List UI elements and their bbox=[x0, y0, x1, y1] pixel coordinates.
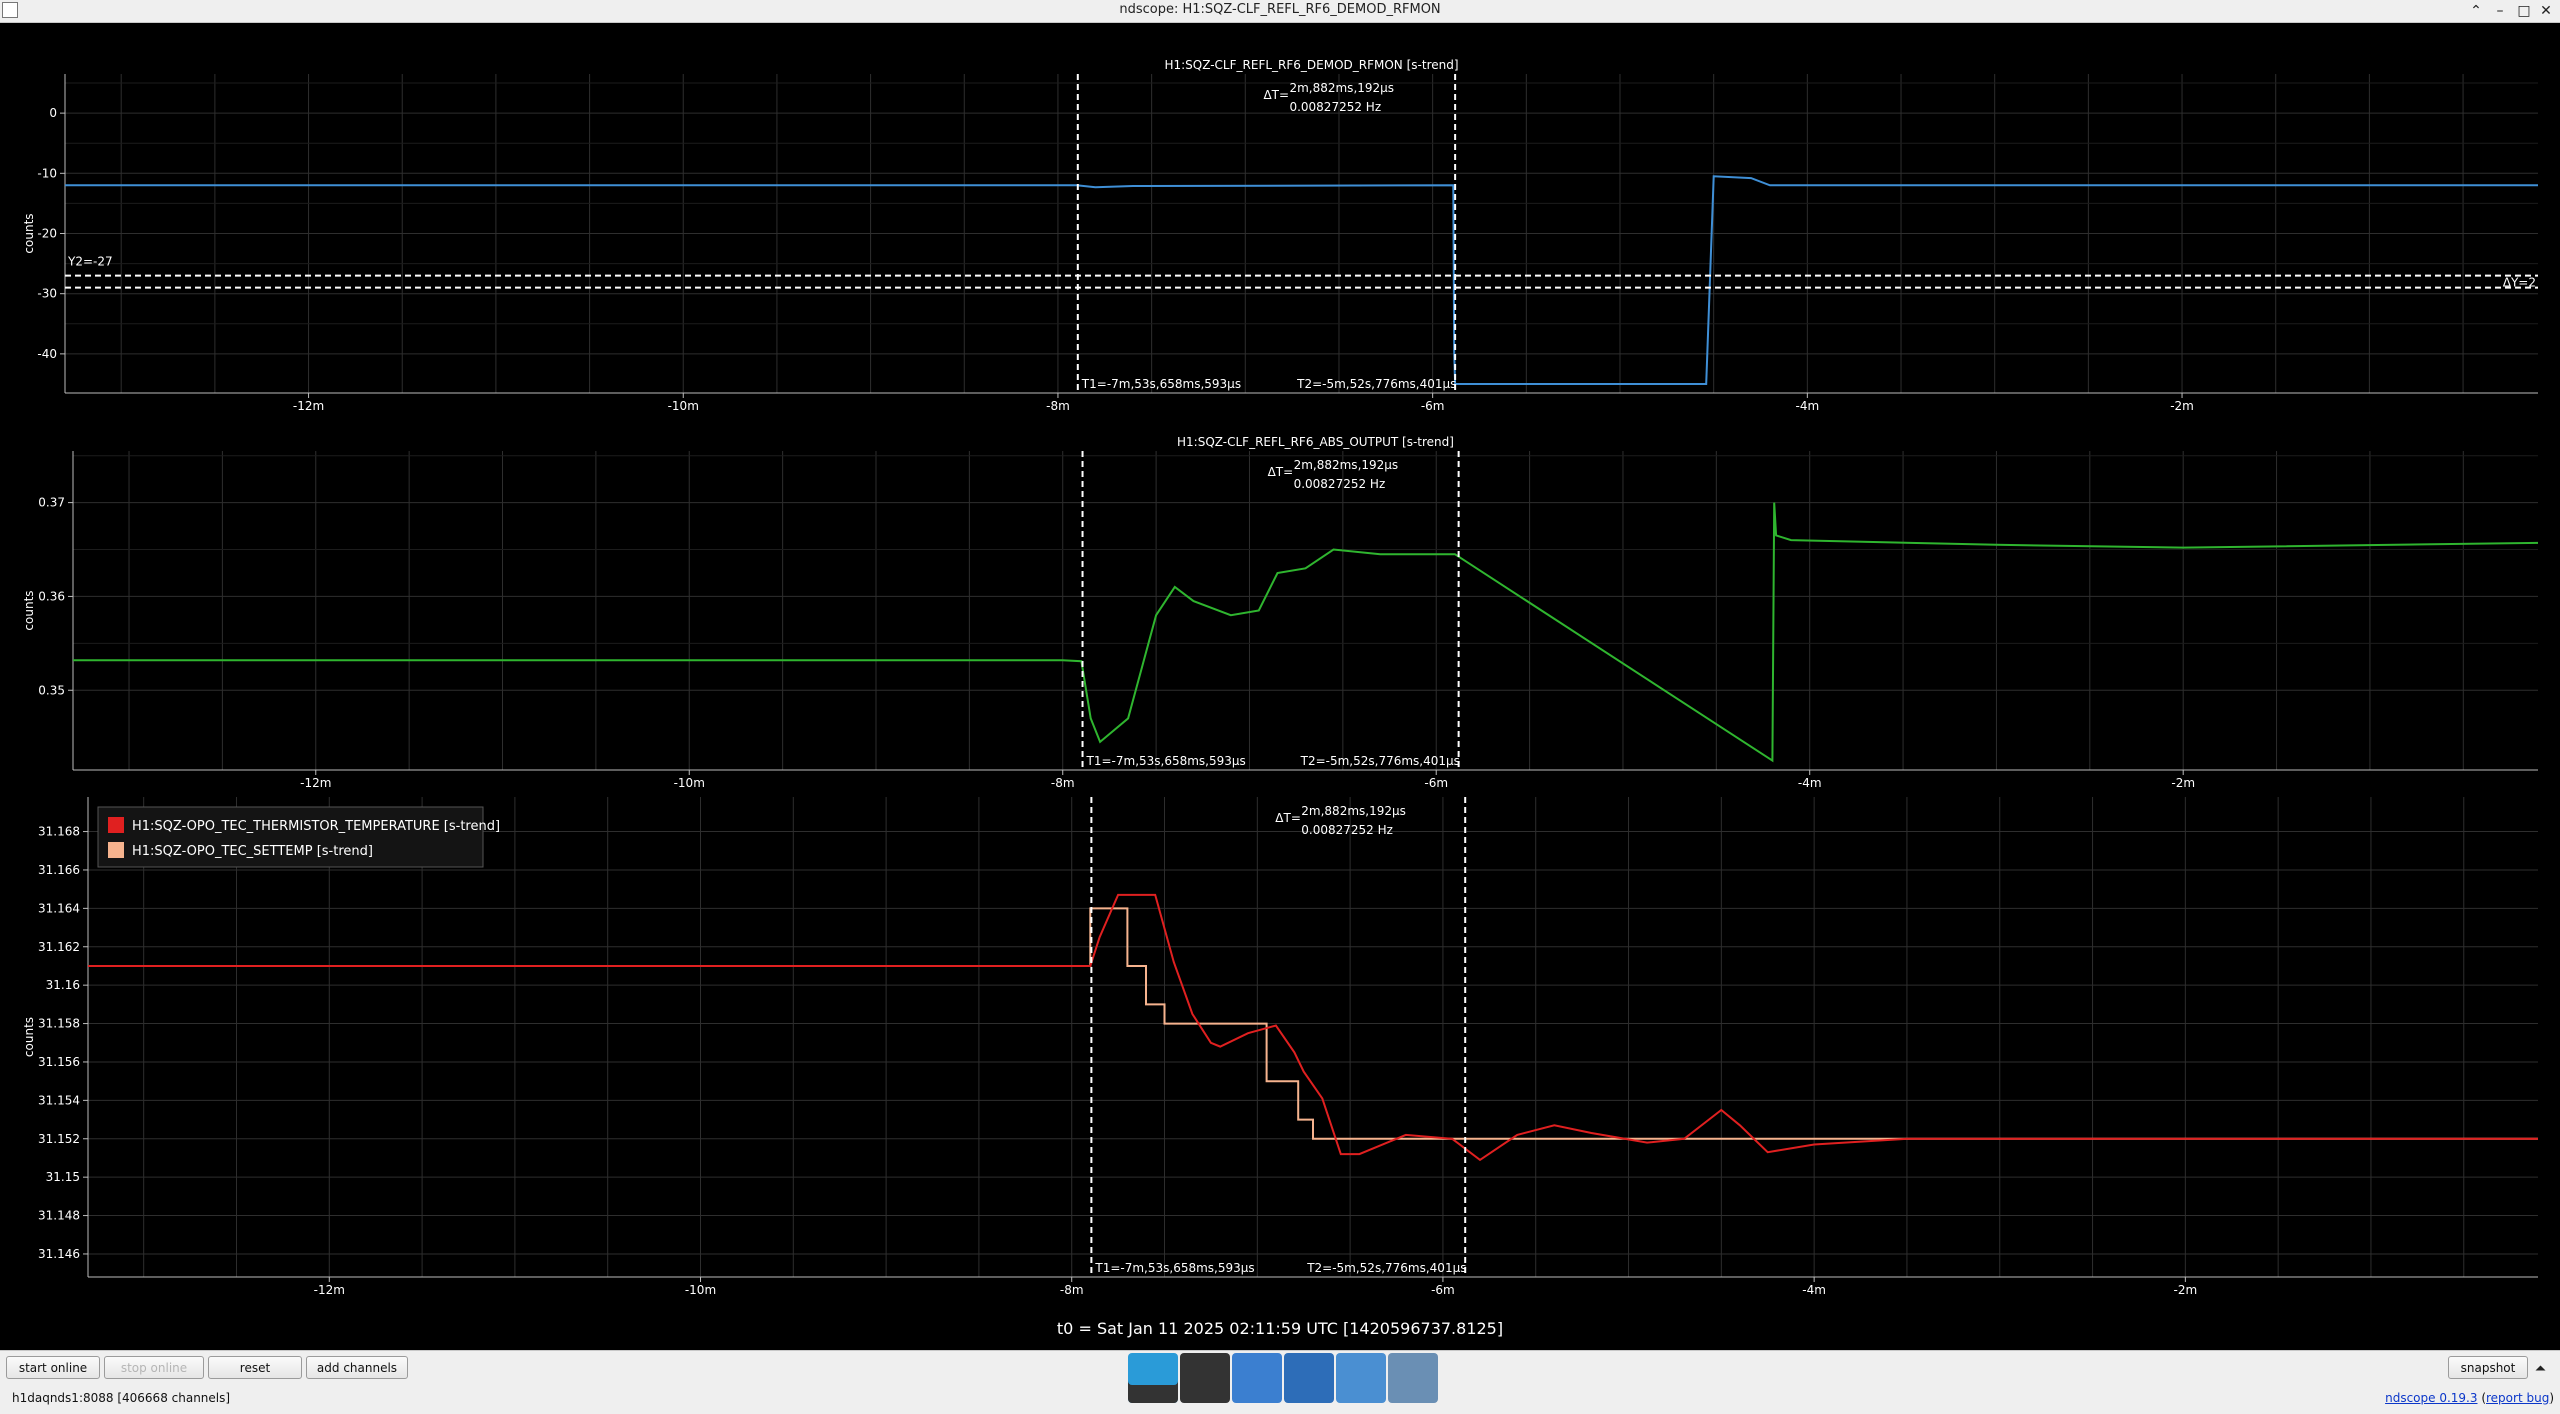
t2-cursor-label: T2=-5m,52s,776ms,401µs bbox=[1306, 1261, 1466, 1275]
x-tick-label: -8m bbox=[1060, 1283, 1084, 1297]
legend-entry-0: H1:SQZ-OPO_TEC_THERMISTOR_TEMPERATURE [s… bbox=[132, 819, 500, 834]
x-tick-label: -12m bbox=[293, 399, 324, 413]
x-tick-label: -12m bbox=[314, 1283, 345, 1297]
text-editor-icon[interactable] bbox=[1232, 1353, 1282, 1403]
plot-title-abs-output: H1:SQZ-CLF_REFL_RF6_ABS_OUTPUT [s-trend] bbox=[1177, 435, 1454, 449]
window-icon[interactable] bbox=[1128, 1353, 1178, 1403]
delta-t-label: ΔT= bbox=[1275, 811, 1301, 825]
x-tick-label: -2m bbox=[2170, 399, 2194, 413]
report-bug-link[interactable]: report bug bbox=[2486, 1391, 2550, 1405]
plot-title-rfmon: H1:SQZ-CLF_REFL_RF6_DEMOD_RFMON [s-trend… bbox=[1164, 58, 1458, 72]
delta-frequency-value: 0.00827252 Hz bbox=[1294, 477, 1386, 491]
y-tick-label: 0.36 bbox=[38, 589, 65, 603]
y-axis-label: counts bbox=[22, 213, 36, 253]
y-tick-label: 31.146 bbox=[38, 1247, 80, 1261]
y-tick-label: 31.148 bbox=[38, 1209, 80, 1223]
window-title: ndscope: H1:SQZ-CLF_REFL_RF6_DEMOD_RFMON bbox=[1119, 2, 1441, 17]
delta-t-label: ΔT= bbox=[1268, 465, 1294, 479]
y-tick-label: 31.162 bbox=[38, 940, 80, 954]
delta-t-value: 2m,882ms,192µs bbox=[1301, 804, 1406, 818]
y-tick-label: 31.168 bbox=[38, 825, 80, 839]
delta-frequency-value: 0.00827252 Hz bbox=[1301, 823, 1393, 837]
add-channels-button[interactable]: add channels bbox=[306, 1356, 408, 1379]
y-axis-label: counts bbox=[22, 1017, 36, 1057]
server-status: h1daqnds1:8088 [406668 channels] bbox=[12, 1391, 231, 1405]
series-line-abs-output-0 bbox=[73, 502, 2538, 763]
legend-box bbox=[97, 806, 484, 868]
delta-t-value: 2m,882ms,192µs bbox=[1289, 81, 1394, 95]
x-tick-label: -6m bbox=[1421, 399, 1445, 413]
folder-icon[interactable] bbox=[1388, 1353, 1438, 1403]
delta-t-label: ΔT= bbox=[1263, 88, 1289, 102]
y-tick-label: 31.166 bbox=[38, 863, 80, 877]
series-line-tec-temperature-1 bbox=[88, 907, 2538, 1140]
x-tick-label: -6m bbox=[1424, 776, 1448, 790]
search-icon[interactable] bbox=[1336, 1353, 1386, 1403]
legend-swatch-1 bbox=[108, 842, 124, 858]
shade-button[interactable]: ⌃ bbox=[2470, 3, 2482, 19]
x-tick-label: -10m bbox=[685, 1283, 716, 1297]
x-tick-label: -8m bbox=[1046, 399, 1070, 413]
version-link[interactable]: ndscope 0.19.3 bbox=[2385, 1391, 2478, 1405]
browser-icon[interactable] bbox=[1284, 1353, 1334, 1403]
x-tick-label: -10m bbox=[674, 776, 705, 790]
x-tick-label: -4m bbox=[1798, 776, 1822, 790]
t1-cursor-label: T1=-7m,53s,658ms,593µs bbox=[1081, 377, 1241, 391]
y-tick-label: 31.158 bbox=[38, 1017, 80, 1031]
y-tick-label: 31.164 bbox=[38, 901, 80, 915]
stop-online-button: stop online bbox=[104, 1356, 204, 1379]
y-tick-label: 0.37 bbox=[38, 496, 65, 510]
y-tick-label: 31.154 bbox=[38, 1093, 80, 1107]
bottom-toolbar: start online stop online reset add chann… bbox=[0, 1350, 2560, 1414]
plot-area[interactable]: -12m -10m -8m -6m -4m -2m 0 -10 -20 -30 -40 H1:SQZ-… bbox=[0, 23, 2560, 1350]
delta-frequency-value: 0.00827252 Hz bbox=[1289, 100, 1381, 114]
t2-cursor-label: T2=-5m,52s,776ms,401µs bbox=[1296, 377, 1456, 391]
series-line-tec-temperature-0 bbox=[88, 893, 2538, 1162]
y-tick-label: -30 bbox=[37, 287, 57, 301]
x-tick-label: -4m bbox=[1802, 1283, 1826, 1297]
t1-cursor-label: T1=-7m,53s,658ms,593µs bbox=[1094, 1261, 1254, 1275]
y2-cursor-label: Y2=-27 bbox=[67, 255, 113, 269]
y-tick-label: 31.16 bbox=[46, 978, 80, 992]
x-tick-label: -10m bbox=[668, 399, 699, 413]
x-tick-label: -12m bbox=[300, 776, 331, 790]
expand-caret-icon[interactable]: ⏶ bbox=[2534, 1361, 2546, 1377]
minimize-button[interactable]: – bbox=[2496, 3, 2504, 19]
delta-t-value: 2m,882ms,192µs bbox=[1294, 458, 1399, 472]
x-tick-label: -8m bbox=[1051, 776, 1075, 790]
t1-cursor-label: T1=-7m,53s,658ms,593µs bbox=[1086, 754, 1246, 768]
y-tick-label: -40 bbox=[37, 347, 57, 361]
delta-y-label: ΔY=2 bbox=[2503, 276, 2536, 290]
y-tick-label: 0.35 bbox=[38, 683, 65, 697]
x-tick-label: -6m bbox=[1431, 1283, 1455, 1297]
y-tick-label: 31.152 bbox=[38, 1132, 80, 1146]
maximize-button[interactable]: □ bbox=[2517, 3, 2531, 19]
y-tick-label: 31.15 bbox=[46, 1170, 80, 1184]
y-tick-label: -10 bbox=[37, 166, 57, 180]
snapshot-button[interactable]: snapshot bbox=[2448, 1356, 2528, 1379]
legend-entry-1: H1:SQZ-OPO_TEC_SETTEMP [s-trend] bbox=[132, 844, 373, 859]
x-tick-label: -2m bbox=[2174, 1283, 2198, 1297]
x-tick-label: -2m bbox=[2171, 776, 2195, 790]
y-axis-label: counts bbox=[22, 590, 36, 630]
y-tick-label: 31.156 bbox=[38, 1055, 80, 1069]
x-tick-label: -4m bbox=[1796, 399, 1820, 413]
legend-swatch-0 bbox=[108, 817, 124, 833]
y-tick-label: -20 bbox=[37, 227, 57, 241]
version-info: ndscope 0.19.3 (report bug) bbox=[2385, 1391, 2554, 1405]
plots-canvas[interactable]: -12m -10m -8m -6m -4m -2m 0 -10 -20 -30 -40 H1:SQZ-… bbox=[0, 23, 2560, 1350]
t0-label: t0 = Sat Jan 11 2025 02:11:59 UTC [14205… bbox=[1057, 1319, 1503, 1338]
start-online-button[interactable]: start online bbox=[6, 1356, 100, 1379]
terminal-icon[interactable] bbox=[1180, 1353, 1230, 1403]
y-tick-label: 0 bbox=[49, 106, 57, 120]
title-bar: ndscope: H1:SQZ-CLF_REFL_RF6_DEMOD_RFMON… bbox=[0, 0, 2560, 23]
app-icon bbox=[2, 2, 18, 18]
t2-cursor-label: T2=-5m,52s,776ms,401µs bbox=[1300, 754, 1460, 768]
close-button[interactable]: ✕ bbox=[2540, 3, 2552, 19]
series-line-rfmon-0 bbox=[65, 175, 2538, 385]
reset-button[interactable]: reset bbox=[208, 1356, 302, 1379]
